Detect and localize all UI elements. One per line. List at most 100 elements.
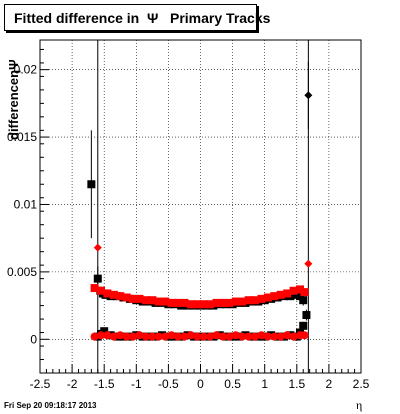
data-point	[231, 331, 240, 340]
data-point	[129, 332, 138, 341]
title-box: Fitted difference in Ψ Primary Tracks	[4, 4, 270, 31]
data-point	[199, 332, 208, 341]
data-point	[251, 332, 260, 341]
x-tick-label: -0.5	[158, 377, 179, 391]
data-point	[257, 331, 266, 340]
data-point	[103, 331, 112, 340]
data-point	[109, 332, 118, 341]
data-point	[206, 300, 215, 309]
data-point	[302, 311, 311, 320]
data-point	[212, 298, 221, 307]
data-point	[218, 298, 227, 307]
data-point	[103, 289, 112, 298]
data-point	[109, 290, 118, 299]
data-point	[276, 332, 285, 341]
data-point	[299, 296, 308, 305]
data-point	[300, 331, 309, 340]
y-tick-label: 0	[30, 332, 37, 346]
data-point	[238, 332, 247, 341]
data-point	[193, 300, 202, 309]
x-tick-label: 0.5	[224, 377, 241, 391]
data-point	[289, 286, 298, 295]
data-point	[148, 296, 157, 305]
data-point	[96, 331, 105, 340]
data-point	[174, 332, 183, 341]
data-point	[283, 331, 292, 340]
tick-labels: -2.5 -2 -1.5 -1 -0.5 0 0.5 1 1.5 2 2.5 0 0.005 0.01 0.…	[7, 63, 370, 391]
x-axis-label: η	[356, 398, 362, 412]
axis-ticks	[39, 48, 362, 374]
data-point	[225, 298, 234, 307]
data-point	[116, 292, 125, 301]
x-tick-label: -2.5	[30, 377, 51, 391]
vertical-guide-lines	[97, 40, 309, 373]
data-point	[257, 294, 266, 303]
data-point	[87, 180, 96, 189]
data-point	[167, 298, 176, 307]
data-point	[296, 285, 305, 294]
data-point	[263, 332, 272, 341]
x-tick-label: 1	[261, 377, 268, 391]
data-point	[300, 288, 309, 297]
data-point	[90, 284, 99, 293]
x-tick-label: 2.5	[353, 377, 370, 391]
y-tick-label: 0.01	[14, 197, 38, 211]
data-point	[299, 321, 308, 330]
x-tick-label: 1.5	[288, 377, 305, 391]
data-markers	[87, 61, 313, 341]
data-point	[93, 243, 102, 252]
data-point	[93, 274, 102, 283]
y-tick-label: 0.015	[7, 130, 37, 144]
data-point	[135, 294, 144, 303]
data-point	[186, 300, 195, 309]
x-tick-label: -2	[67, 377, 78, 391]
data-point	[296, 292, 305, 301]
data-point	[251, 296, 260, 305]
data-point	[193, 332, 202, 341]
data-point	[276, 290, 285, 299]
data-point	[180, 298, 189, 307]
data-point	[304, 259, 313, 268]
timestamp-footer: Fri Sep 20 09:18:17 2013	[4, 401, 97, 410]
data-point	[141, 296, 150, 305]
data-point	[116, 331, 125, 340]
data-point	[218, 332, 227, 341]
data-point	[167, 331, 176, 340]
data-point	[199, 300, 208, 309]
data-point	[244, 296, 253, 305]
data-point	[129, 294, 138, 303]
y-tick-label: 0.02	[14, 63, 38, 77]
x-tick-label: -1.5	[94, 377, 115, 391]
data-point	[154, 332, 163, 341]
data-point	[180, 332, 189, 341]
x-tick-label: -1	[131, 377, 142, 391]
x-tick-label: 2	[326, 377, 333, 391]
y-tick-label: 0.005	[7, 265, 37, 279]
data-point	[148, 332, 157, 341]
data-point	[122, 332, 131, 341]
x-tick-label: 0	[197, 377, 204, 391]
data-point	[161, 297, 170, 306]
data-point	[122, 293, 131, 302]
data-point	[231, 297, 240, 306]
data-point	[174, 298, 183, 307]
data-point	[212, 331, 221, 340]
data-point	[161, 332, 170, 341]
data-point	[186, 331, 195, 340]
data-point	[244, 332, 253, 341]
data-point	[225, 332, 234, 341]
grid	[40, 40, 361, 373]
y-axis-label: differenceηΨ	[6, 59, 21, 140]
data-point	[154, 297, 163, 306]
data-point	[263, 293, 272, 302]
data-point	[270, 292, 279, 301]
data-point	[135, 331, 144, 340]
data-point	[141, 332, 150, 341]
data-point	[238, 297, 247, 306]
data-point	[289, 332, 298, 341]
data-point	[90, 332, 99, 341]
data-point	[283, 289, 292, 298]
data-point	[206, 332, 215, 341]
plot-area	[39, 39, 362, 374]
